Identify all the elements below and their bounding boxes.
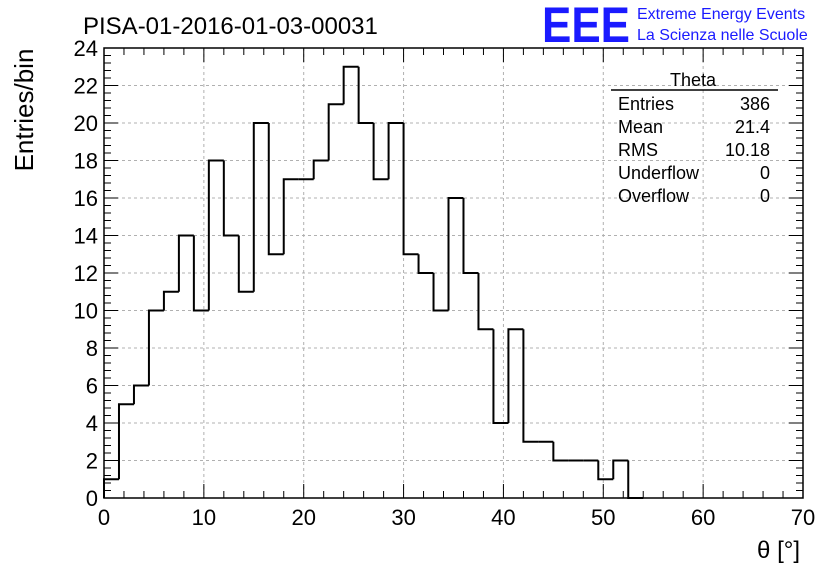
histogram-bin	[402, 123, 419, 256]
histogram-bin	[342, 65, 359, 105]
histogram-bin	[267, 123, 284, 256]
x-axis-label: θ [°]	[757, 537, 800, 564]
histogram-bin	[507, 328, 524, 423]
chart-title: PISA-01-2016-01-03-00031	[83, 13, 378, 40]
y-tick-label: 18	[74, 149, 98, 174]
histogram-bin	[177, 234, 194, 292]
histogram-bin	[447, 197, 464, 311]
stats-label: Mean	[618, 117, 663, 137]
stats-value: 0	[760, 163, 770, 183]
y-tick-label: 12	[74, 261, 98, 286]
histogram-bin	[432, 273, 449, 312]
y-tick-label: 22	[74, 74, 98, 99]
y-tick-label: 6	[86, 374, 98, 399]
histogram-bin	[522, 329, 539, 443]
y-tick-label: 20	[74, 111, 98, 136]
histogram-bin	[462, 198, 479, 274]
histogram-bin	[207, 159, 224, 311]
histogram-bin	[162, 290, 179, 311]
histogram-bin	[147, 309, 164, 386]
histogram-bin	[192, 235, 209, 312]
histogram-bin	[222, 160, 239, 237]
stats-label: Underflow	[618, 163, 700, 183]
histogram-bin	[252, 122, 269, 292]
y-tick-label: 4	[86, 411, 98, 436]
histogram-bin	[237, 235, 254, 293]
histogram-bin	[327, 103, 344, 161]
histogram-bin	[417, 254, 434, 274]
stats-label: RMS	[618, 140, 658, 160]
histogram-bin	[372, 123, 389, 181]
y-tick-label: 10	[74, 299, 98, 324]
histogram-bin	[477, 273, 494, 331]
y-tick-label: 8	[86, 336, 98, 361]
stats-value: 0	[760, 186, 770, 206]
y-axis-label: Entries/bin	[9, 49, 39, 172]
histogram-bin	[612, 459, 629, 480]
histogram-bin	[312, 159, 329, 180]
stats-value: 10.18	[725, 140, 770, 160]
histogram-bin	[597, 460, 614, 481]
histogram-bin	[357, 66, 374, 124]
y-tick-label: 0	[86, 486, 98, 511]
x-tick-label: 40	[491, 505, 515, 530]
histogram-bin	[103, 478, 119, 498]
histogram-bin	[552, 441, 569, 462]
histogram-bin	[627, 460, 644, 499]
histogram-bin	[387, 122, 404, 180]
y-tick-label: 14	[74, 224, 98, 249]
x-tick-label: 70	[791, 505, 815, 530]
x-tick-label: 0	[98, 505, 110, 530]
eee-logo-line2: La Scienza nelle Scuole	[637, 27, 808, 44]
eee-logo-line1: Extreme Energy Events	[637, 6, 805, 23]
stats-title: Theta	[670, 70, 717, 90]
histogram-bin	[132, 384, 149, 405]
eee-logo: EEE Extreme Energy Events La Scienza nel…	[542, 0, 808, 53]
histogram-bin	[282, 178, 299, 255]
stats-box: Theta Entries 386 Mean 21.4 RMS 10.18 Underflo…	[611, 70, 778, 206]
histogram-bin	[492, 329, 509, 424]
eee-logo-mark: EEE	[542, 0, 630, 53]
x-tick-label: 20	[291, 505, 315, 530]
stats-value: 21.4	[735, 117, 770, 137]
stats-label: Overflow	[618, 186, 690, 206]
stats-value: 386	[740, 94, 770, 114]
x-tick-label: 50	[591, 505, 615, 530]
y-tick-label: 24	[74, 36, 98, 61]
x-tick-label: 30	[391, 505, 415, 530]
histogram	[103, 65, 644, 499]
x-tick-label: 10	[192, 505, 216, 530]
y-tick-label: 2	[86, 449, 98, 474]
x-tick-label: 60	[691, 505, 715, 530]
histogram-bin	[117, 403, 134, 480]
stats-label: Entries	[618, 94, 674, 114]
y-tick-label: 16	[74, 186, 98, 211]
